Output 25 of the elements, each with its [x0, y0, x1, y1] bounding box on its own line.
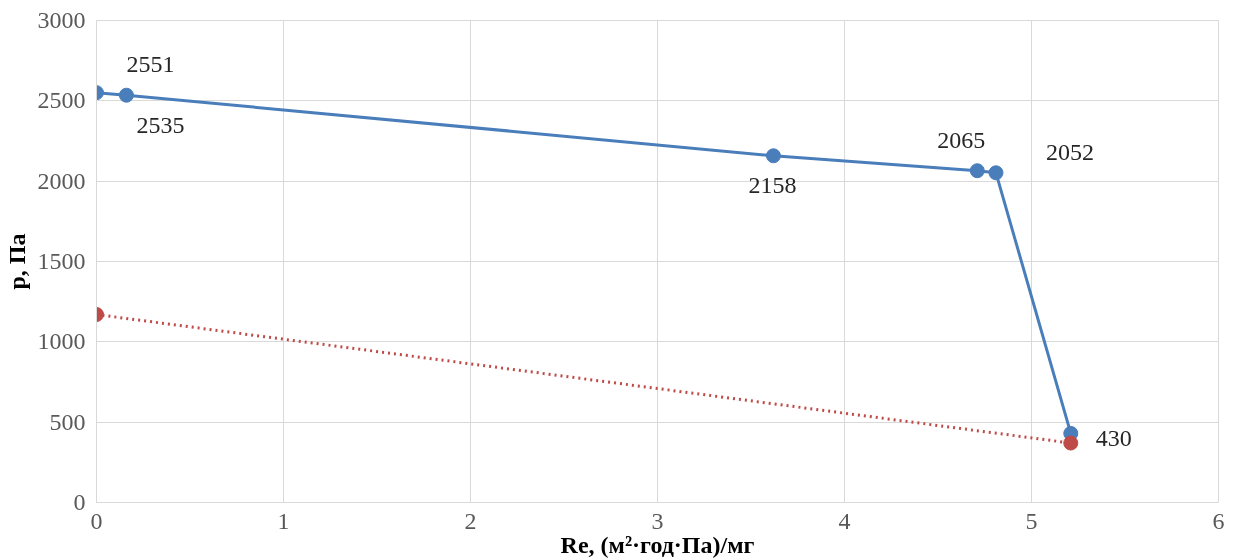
x-axis-title: Re, (м²·год·Па)/мг	[560, 531, 755, 558]
data-label: 430	[1095, 424, 1132, 451]
point	[765, 148, 781, 164]
data-label: 2551	[126, 51, 175, 78]
x-tick-label: 1	[277, 507, 290, 534]
y-tick-label: 3000	[37, 7, 86, 33]
y-tick-label: 1000	[37, 328, 86, 355]
y-tick-label: 2500	[37, 87, 86, 114]
x-tick-label: 6	[1212, 507, 1225, 534]
data-label: 2065	[937, 127, 986, 154]
data-label: 2158	[748, 172, 797, 199]
point	[988, 165, 1004, 181]
point	[969, 163, 985, 179]
x-tick-label: 2	[464, 507, 477, 534]
y-tick-label: 1500	[37, 248, 86, 274]
data-label: 2535	[136, 111, 185, 138]
x-tick-label: 5	[1025, 507, 1038, 534]
data-label: 2052	[1045, 139, 1094, 166]
y-tick-label: 2000	[37, 167, 86, 194]
y-axis-title: p, Па	[3, 233, 30, 290]
x-tick-label: 4	[838, 507, 851, 534]
y-tick-label: 500	[49, 408, 86, 435]
x-tick-label: 3	[651, 507, 664, 534]
y-tick-label: 0	[73, 489, 86, 515]
x-tick-label: 0	[90, 507, 103, 534]
